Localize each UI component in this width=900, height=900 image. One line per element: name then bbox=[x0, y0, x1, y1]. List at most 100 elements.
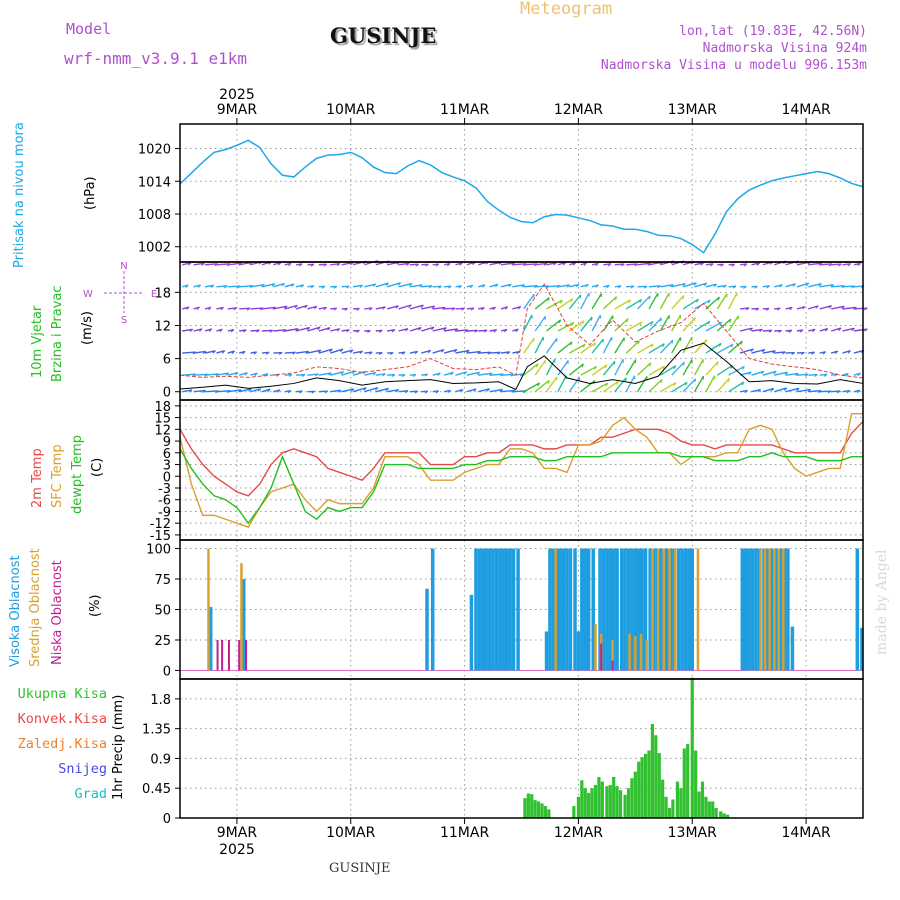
precip-grid bbox=[175, 679, 863, 819]
wind-arrow bbox=[387, 388, 399, 393]
wind-arrow-head bbox=[367, 330, 371, 334]
cloud-bar bbox=[544, 631, 549, 671]
cloud-bar bbox=[565, 548, 569, 671]
wind-arrow-head bbox=[773, 370, 777, 375]
wind-arrow-head bbox=[458, 285, 462, 289]
wind-arrow-head bbox=[607, 263, 612, 267]
wind-arrow bbox=[842, 263, 851, 266]
wind-arrow-head bbox=[673, 382, 677, 387]
wind-arrow bbox=[352, 284, 363, 288]
cloud-bar bbox=[558, 548, 562, 671]
wind-arrow bbox=[705, 361, 719, 376]
wind-arrow-head bbox=[481, 307, 485, 311]
cloud-bar bbox=[245, 639, 248, 671]
wind-arrow-head bbox=[650, 321, 654, 325]
wind-arrow-head bbox=[743, 285, 747, 289]
wind-arrow bbox=[182, 389, 193, 393]
wind-arrow-head bbox=[208, 328, 213, 332]
precip-bar bbox=[664, 796, 668, 818]
wind-arrow-head bbox=[779, 284, 783, 288]
wind-arrow bbox=[796, 373, 809, 376]
cloud-bar bbox=[687, 548, 691, 671]
cloud-bar bbox=[754, 548, 758, 671]
wind-arrow-head bbox=[789, 307, 793, 311]
wind-arrow-head bbox=[740, 340, 743, 345]
wind-arrow-head bbox=[765, 307, 770, 311]
wind-arrow-head bbox=[435, 263, 440, 267]
cloud-bar bbox=[630, 548, 634, 671]
wind-arrow bbox=[853, 307, 868, 310]
wind-arrow-head bbox=[469, 284, 474, 289]
wind-arrow-head bbox=[414, 390, 419, 394]
wind-arrow bbox=[830, 327, 842, 332]
wind-arrow bbox=[330, 262, 341, 266]
wind-arrow-head bbox=[397, 282, 401, 286]
wind-arrow-head bbox=[630, 285, 635, 289]
wind-arrow-head bbox=[504, 329, 508, 333]
wind-arrow bbox=[432, 306, 446, 310]
wind-arrow-head bbox=[208, 306, 212, 311]
wind-arrow-head bbox=[333, 307, 338, 311]
wind-arrow-head bbox=[431, 305, 436, 309]
top-xtick-label: 11MAR bbox=[440, 102, 489, 118]
wind-arrow bbox=[307, 305, 318, 310]
precip-bar bbox=[711, 801, 715, 818]
wind-arrow bbox=[591, 338, 604, 354]
cloud-bar bbox=[668, 548, 671, 671]
wind-arrow bbox=[660, 284, 674, 288]
wind-arrow bbox=[364, 386, 378, 393]
wind-arrow bbox=[182, 328, 193, 332]
wind-arrow bbox=[693, 359, 704, 376]
wind-arrow bbox=[273, 351, 283, 354]
wind-arrow-head bbox=[572, 262, 577, 266]
coords-text: lon,lat (19.83E, 42.56N) bbox=[679, 24, 867, 39]
wind-arrow-head bbox=[310, 285, 315, 289]
wind-arrow-head bbox=[283, 305, 288, 309]
wind-arrow-head bbox=[359, 284, 364, 288]
wind-arrow-head bbox=[521, 284, 526, 288]
wind-arrow bbox=[375, 373, 386, 376]
wind-arrow bbox=[409, 263, 419, 266]
wind-arrow-head bbox=[772, 350, 776, 354]
wind-arrow-head bbox=[519, 373, 524, 377]
wind-arrow-head bbox=[766, 285, 770, 289]
precip-bar bbox=[690, 677, 694, 818]
wind-arrow bbox=[808, 305, 819, 310]
wind-arrow-head bbox=[614, 296, 618, 301]
wind-arrow-head bbox=[420, 304, 424, 309]
wind-arrow-head bbox=[827, 390, 832, 394]
wind-arrow bbox=[637, 320, 654, 332]
wind-arrow bbox=[182, 373, 196, 376]
wind-arrow bbox=[512, 373, 524, 376]
wind-arrow-head bbox=[604, 364, 608, 369]
wind-arrow bbox=[728, 315, 739, 332]
wind-arrow bbox=[523, 337, 535, 354]
wind-arrow-head bbox=[559, 299, 563, 304]
wind-arrow bbox=[637, 362, 652, 376]
wind-arrow bbox=[808, 282, 822, 288]
wind-arrow-head bbox=[783, 387, 788, 391]
wind-arrow bbox=[728, 340, 743, 354]
wind-arrow bbox=[182, 351, 196, 354]
wind-arrow-head bbox=[508, 283, 512, 288]
wind-arrow-head bbox=[336, 328, 341, 332]
wind-arrow bbox=[774, 351, 786, 354]
wind-arrow-head bbox=[315, 373, 319, 377]
precip-ytick-label: 0.45 bbox=[142, 782, 171, 797]
wind-arrow bbox=[318, 263, 327, 266]
wind-arrow-head bbox=[374, 387, 379, 391]
wind-arrow-head bbox=[693, 282, 697, 286]
wind-arrow-head bbox=[682, 362, 685, 366]
wind-arrow-head bbox=[306, 327, 311, 331]
wind-arrow bbox=[318, 348, 333, 354]
wind-arrow bbox=[341, 261, 354, 266]
wind-arrow bbox=[705, 342, 722, 354]
wind-arrow-head bbox=[340, 371, 344, 375]
wind-arrow-head bbox=[744, 390, 748, 394]
wind-arrow bbox=[637, 343, 654, 354]
wind-arrow bbox=[409, 350, 418, 354]
wind-arrow bbox=[694, 282, 707, 288]
wind-arrow-head bbox=[836, 390, 841, 394]
cloud-bar bbox=[491, 548, 495, 671]
wind-arrow-head bbox=[727, 378, 730, 382]
